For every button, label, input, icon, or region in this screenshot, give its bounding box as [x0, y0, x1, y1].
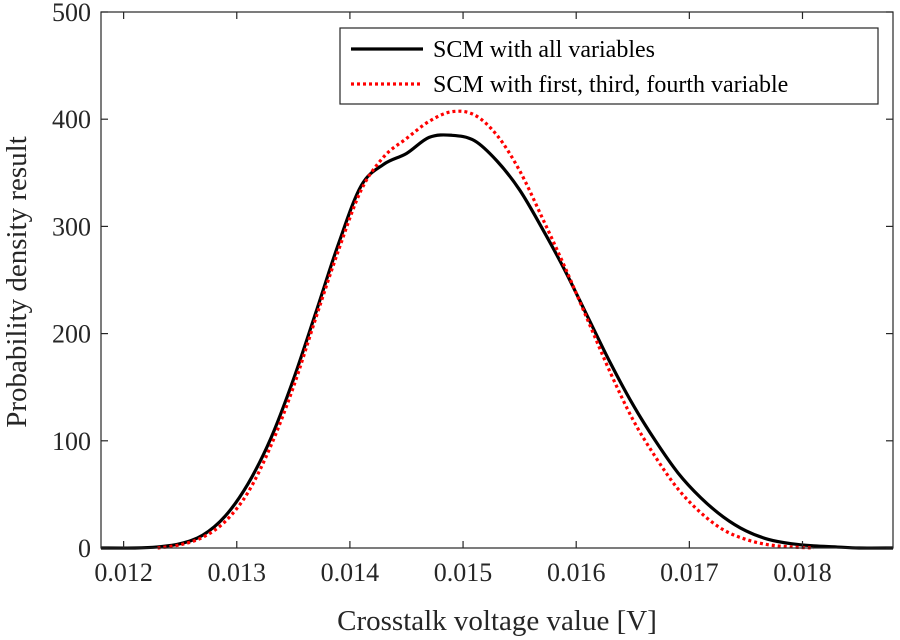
series-line-first-third-fourth — [157, 109, 814, 550]
y-axis-label: Probability density result — [1, 136, 33, 428]
x-axis-label: Crosstalk voltage value [V] — [337, 605, 657, 637]
y-tick-label: 100 — [52, 427, 91, 456]
legend-box — [339, 27, 879, 105]
y-tick-label: 300 — [52, 212, 91, 241]
x-tick-label: 0.014 — [321, 558, 380, 587]
x-tick-label: 0.013 — [208, 558, 267, 587]
legend-label-all-variables: SCM with all variables — [433, 37, 655, 63]
x-tick-label: 0.012 — [94, 558, 153, 587]
y-tick-label: 200 — [52, 320, 91, 349]
y-tick-label: 0 — [78, 534, 91, 563]
y-tick-label: 400 — [52, 105, 91, 134]
legend-label-first-third-fourth: SCM with first, third, fourth variable — [433, 72, 788, 98]
y-tick-label: 500 — [52, 0, 91, 27]
x-tick-label: 0.015 — [434, 558, 493, 587]
legend: SCM with all variables SCM with first, t… — [339, 27, 879, 105]
x-tick-label: 0.018 — [773, 558, 832, 587]
x-tick-label: 0.017 — [660, 558, 719, 587]
plot-frame — [100, 11, 894, 549]
x-tick-label: 0.016 — [547, 558, 606, 587]
series-line-all-variables — [100, 133, 894, 550]
